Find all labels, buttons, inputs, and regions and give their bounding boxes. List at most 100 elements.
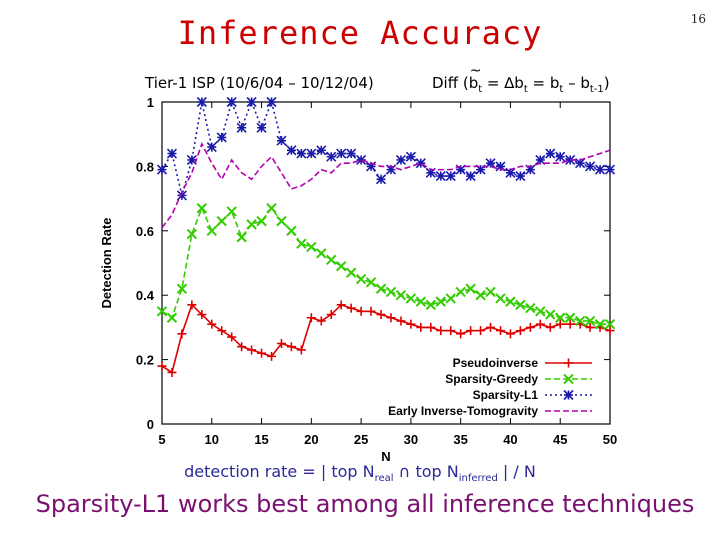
data-point	[197, 310, 207, 320]
data-point	[385, 164, 397, 175]
data-point	[326, 310, 336, 320]
data-point	[385, 286, 397, 298]
data-point	[296, 238, 307, 249]
data-point	[375, 174, 387, 185]
y-tick-label: 1	[147, 95, 154, 110]
data-point	[445, 293, 456, 304]
data-point	[495, 161, 506, 172]
x-axis-label: N	[381, 449, 390, 464]
data-point	[425, 299, 437, 311]
formula-text-3: | / N	[497, 462, 536, 481]
data-point	[366, 161, 377, 172]
data-point	[525, 164, 536, 175]
data-point	[187, 300, 197, 310]
data-point	[156, 306, 168, 317]
data-point	[405, 151, 416, 162]
data-point	[365, 277, 377, 288]
data-point	[206, 225, 217, 237]
legend-label: Sparsity-L1	[473, 388, 539, 402]
detection-rate-formula: detection rate = | top Nreal ∩ top Ninfe…	[0, 462, 720, 484]
data-point	[575, 158, 586, 169]
dataset-label: Tier-1 ISP (10/6/04 – 10/12/04)	[145, 74, 374, 92]
data-point	[594, 318, 606, 330]
diff-text-3: = b	[527, 74, 560, 92]
data-point	[465, 170, 476, 182]
data-point	[535, 154, 546, 166]
y-axis-label: Detection Rate	[99, 217, 114, 308]
data-point	[445, 170, 456, 182]
data-point	[246, 96, 257, 108]
data-point	[376, 310, 386, 320]
data-point	[446, 326, 456, 336]
data-point	[515, 326, 525, 336]
data-point	[316, 248, 327, 259]
data-point	[555, 312, 566, 323]
x-tick-label: 20	[304, 432, 318, 447]
y-tick-label: 0.4	[136, 288, 155, 303]
data-point	[565, 154, 576, 166]
x-tick-label: 30	[404, 432, 418, 447]
data-point	[455, 164, 466, 175]
data-point	[565, 319, 575, 329]
data-point	[495, 326, 505, 336]
data-point	[505, 167, 516, 178]
data-point	[246, 219, 257, 230]
data-point	[177, 329, 187, 339]
data-point	[226, 96, 237, 108]
data-point	[525, 322, 535, 332]
data-point	[257, 348, 267, 358]
data-point	[286, 145, 297, 156]
data-point	[605, 326, 615, 336]
data-point	[226, 206, 237, 217]
data-point	[475, 164, 486, 175]
data-point	[356, 154, 367, 166]
data-point	[335, 261, 347, 272]
data-point	[266, 203, 277, 214]
data-point	[286, 225, 297, 237]
data-point	[176, 283, 188, 294]
data-point	[395, 154, 406, 166]
diff-sub-1: t	[478, 84, 483, 95]
data-point	[425, 167, 436, 178]
data-point	[505, 329, 515, 339]
data-point	[466, 326, 476, 336]
data-point	[355, 273, 367, 285]
diff-sub-3: t	[559, 84, 564, 95]
diff-sub-2: t	[523, 84, 528, 95]
x-tick-label: 45	[553, 432, 567, 447]
data-point	[217, 326, 227, 336]
data-point	[186, 154, 197, 166]
data-point	[216, 215, 227, 227]
data-point	[465, 283, 476, 294]
data-point	[585, 322, 595, 332]
data-point	[426, 322, 436, 332]
formula-text-1: detection rate = | top N	[184, 462, 375, 481]
series-line-3	[161, 99, 610, 199]
page-number: 16	[690, 12, 706, 26]
data-point	[515, 299, 526, 311]
data-point	[415, 296, 427, 307]
data-point	[286, 342, 296, 352]
data-point	[456, 329, 466, 339]
data-point	[375, 283, 387, 294]
data-point	[166, 148, 178, 159]
diff-text-1: Diff (	[432, 74, 469, 92]
plot-frame	[161, 101, 611, 425]
data-point	[535, 319, 545, 329]
data-point	[345, 267, 357, 278]
data-point	[267, 351, 277, 361]
data-point	[435, 296, 446, 307]
data-point	[216, 132, 227, 143]
data-point	[436, 326, 446, 336]
formula-sub-real: real	[374, 473, 394, 485]
data-point	[157, 361, 167, 371]
y-tick-label: 0	[147, 417, 154, 432]
data-point	[276, 135, 287, 146]
data-point	[555, 319, 565, 329]
data-point	[584, 315, 596, 327]
data-point	[266, 96, 277, 108]
b-tilde-symbol: b	[469, 63, 481, 92]
data-point	[485, 158, 496, 169]
x-tick-label: 35	[453, 432, 467, 447]
